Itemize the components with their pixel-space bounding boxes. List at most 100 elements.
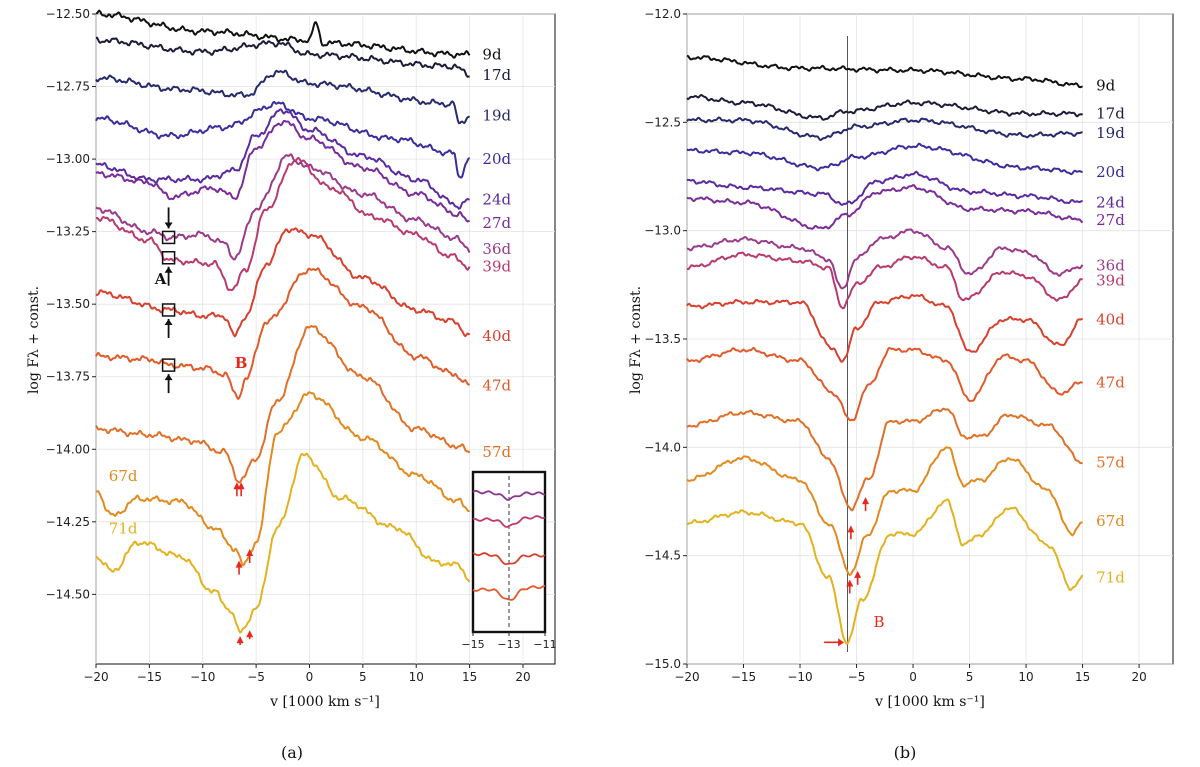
series-label-20d: 20d (1096, 163, 1125, 181)
series-line-19d (686, 116, 1083, 142)
panel-a-ticks: −20 −15 −10 −5 0 5 10 15 20 −12.50 −12.75 −13.00 −13… (46, 7, 531, 684)
x-tick-label: −15 (731, 670, 756, 684)
series-label-39d: 39d (482, 257, 511, 275)
red-arrowhead (235, 560, 243, 568)
series-label-19d: 19d (1096, 124, 1125, 142)
y-tick-label: −15.0 (644, 657, 681, 671)
red-arrowhead (246, 630, 254, 638)
panel-a-inset: −15 −13 −11 (461, 470, 557, 651)
y-tick-label: −14.0 (644, 440, 681, 454)
annotation-B: B (873, 613, 884, 631)
series-label-17d: 17d (482, 66, 511, 84)
marker-arrowhead (164, 374, 173, 381)
x-tick-label: 15 (1075, 670, 1090, 684)
x-tick-label: 5 (359, 670, 367, 684)
panel-b-ylabel: log Fλ + const. (628, 286, 644, 394)
y-tick-label: −14.50 (46, 587, 90, 601)
series-line-39d (95, 157, 471, 292)
y-tick-label: −13.75 (46, 370, 90, 384)
series-label-57d: 57d (1096, 454, 1125, 472)
series-label-36d: 36d (1096, 256, 1125, 274)
series-label-17d: 17d (1096, 105, 1125, 123)
red-arrowhead (838, 638, 845, 647)
series-label-27d: 27d (482, 214, 511, 232)
y-tick-label: −14.5 (644, 549, 681, 563)
series-line-57d (95, 325, 471, 484)
x-tick-label: −15 (137, 670, 162, 684)
annotation-B: B (235, 354, 248, 372)
inset-tick-label: −13 (497, 638, 520, 651)
series-label-24d: 24d (482, 191, 511, 209)
panel-a-ylabel: log Fλ + const. (26, 286, 42, 394)
panel-a-annotations: AB (154, 207, 254, 646)
inset-frame (471, 470, 547, 634)
series-label-19d: 19d (482, 107, 511, 125)
series-label-9d: 9d (1096, 77, 1116, 95)
inset-series-line (472, 515, 546, 528)
series-line-17d (686, 94, 1083, 121)
y-tick-label: −12.75 (46, 80, 90, 94)
series-line-19d (95, 69, 471, 125)
series-label-47d: 47d (482, 376, 511, 394)
y-tick-label: −13.5 (644, 332, 681, 346)
y-tick-label: −13.00 (46, 152, 90, 166)
series-line-36d (95, 153, 471, 261)
series-label-67d: 67d (109, 467, 138, 485)
panel-b: −20 −15 −10 −5 0 5 10 15 20 −12.0 −12.5 −13.0 −13.5 −… (628, 7, 1174, 710)
series-line-9d (686, 54, 1083, 89)
marker-arrowhead (164, 266, 173, 273)
series-label-24d: 24d (1096, 194, 1125, 212)
series-label-40d: 40d (482, 327, 511, 345)
red-arrowhead (246, 549, 254, 557)
series-line-24d (686, 170, 1083, 206)
inset-tick-label: −11 (533, 638, 556, 651)
marker-arrowhead (164, 318, 173, 325)
x-tick-label: 5 (966, 670, 974, 684)
y-tick-label: −12.5 (644, 115, 681, 129)
x-tick-label: −5 (247, 670, 265, 684)
series-label-71d: 71d (1096, 568, 1125, 586)
marker-square (161, 251, 176, 265)
inset-series-line (472, 489, 546, 501)
series-label-27d: 27d (1096, 211, 1125, 229)
marker-arrowhead (164, 222, 173, 229)
series-label-20d: 20d (482, 150, 511, 168)
panel-b-series (686, 36, 1084, 652)
x-tick-label: 20 (1131, 670, 1146, 684)
red-arrowhead (236, 636, 244, 644)
panel-a-xlabel: v [1000 km s⁻¹] (269, 694, 380, 710)
x-tick-label: −5 (848, 670, 866, 684)
x-tick-label: −10 (190, 670, 215, 684)
red-arrowhead (846, 579, 854, 587)
marker-square (161, 358, 176, 372)
series-line-71d (95, 452, 471, 634)
series-label-71d: 71d (109, 519, 138, 537)
y-tick-label: −12.0 (644, 7, 681, 21)
y-tick-label: −13.0 (644, 224, 681, 238)
y-tick-label: −14.00 (46, 442, 90, 456)
series-line-67d (686, 446, 1083, 577)
x-tick-label: 0 (909, 670, 917, 684)
series-line-9d (95, 9, 471, 59)
panel-a-series (95, 9, 471, 634)
x-tick-label: 15 (462, 670, 477, 684)
x-tick-label: −10 (787, 670, 812, 684)
series-line-47d (95, 267, 470, 400)
y-tick-label: −13.50 (46, 297, 90, 311)
panel-b-ticks: −20 −15 −10 −5 0 5 10 15 20 −12.0 −12.5 −13.0 −13.5 −… (644, 7, 1147, 684)
inset-series-line (472, 584, 546, 601)
series-line-40d (95, 227, 471, 338)
series-line-20d (686, 142, 1083, 176)
series-line-71d (686, 498, 1084, 645)
series-line-27d (686, 184, 1084, 230)
red-arrowhead (854, 570, 862, 578)
y-tick-label: −13.25 (46, 225, 90, 239)
series-label-9d: 9d (482, 46, 502, 64)
series-label-39d: 39d (1096, 272, 1125, 290)
x-tick-label: 20 (515, 670, 530, 684)
series-label-57d: 57d (482, 443, 511, 461)
x-tick-label: −20 (83, 670, 108, 684)
panel-b-grid (686, 13, 1173, 665)
red-arrowhead (862, 497, 870, 505)
